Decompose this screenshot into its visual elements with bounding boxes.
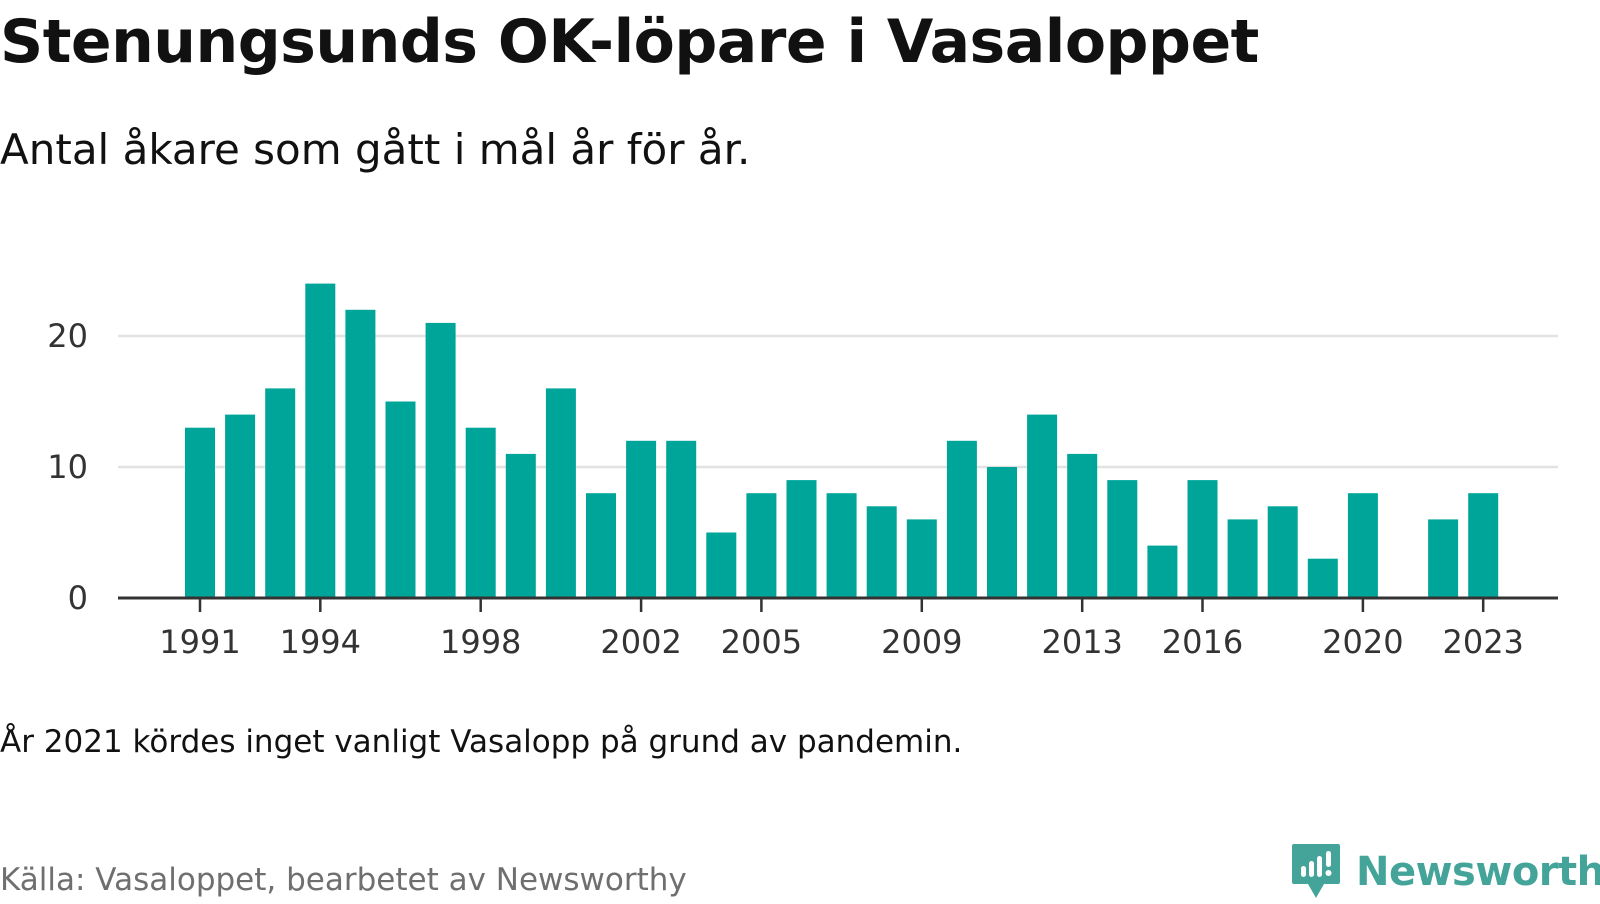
chart-subtitle: Antal åkare som gått i mål år för år.	[0, 125, 751, 174]
bar-2015	[1147, 545, 1178, 598]
x-tick-label-2023: 2023	[1442, 623, 1523, 661]
bar-2007	[826, 493, 857, 598]
x-tick-label-1994: 1994	[280, 623, 361, 661]
bar-2011	[987, 467, 1017, 598]
bar-1997	[425, 322, 456, 598]
x-tick-label-2013: 2013	[1041, 623, 1122, 661]
bar-2023	[1468, 493, 1499, 598]
bar-2022	[1428, 519, 1459, 598]
x-tick-label-2020: 2020	[1322, 623, 1403, 661]
bar-1993	[265, 388, 296, 598]
bar-2010	[946, 440, 977, 598]
bar-2008	[866, 506, 897, 598]
bar-2017	[1227, 519, 1258, 598]
bar-2018	[1267, 506, 1298, 598]
bars	[185, 283, 1499, 598]
bar-2001	[586, 493, 616, 598]
y-tick-label-10: 10	[47, 448, 88, 486]
bar-1994	[305, 283, 336, 598]
x-tick-label-2016: 2016	[1162, 623, 1243, 661]
bar-chart: 0 10 20 1991 1994 1998 2002 2005 2009 2013 2016 202…	[47, 283, 1558, 661]
bar-2012	[1027, 414, 1058, 598]
bar-2000	[545, 388, 576, 598]
y-tick-label-20: 20	[47, 317, 88, 355]
y-tick-label-0: 0	[68, 579, 88, 617]
bar-2003	[666, 440, 697, 598]
brand-name: Newsworthy	[1356, 849, 1600, 895]
bar-1998	[465, 427, 496, 598]
bar-2013	[1067, 453, 1098, 598]
bar-2020	[1347, 493, 1378, 598]
bar-1995	[345, 309, 376, 598]
chart-note: År 2021 kördes inget vanligt Vasalopp på…	[0, 724, 963, 760]
bar-2009	[906, 519, 937, 598]
bar-1996	[385, 401, 416, 598]
bar-2014	[1107, 480, 1138, 598]
x-tick-label-2005: 2005	[721, 623, 802, 661]
bar-2002	[626, 440, 657, 598]
x-tick-label-2002: 2002	[600, 623, 681, 661]
x-tick-label-1991: 1991	[159, 623, 240, 661]
bar-2006	[786, 480, 817, 598]
bar-2019	[1307, 558, 1338, 598]
axes: 0 10 20 1991 1994 1998 2002 2005 2009 2013 2016 202…	[47, 317, 1558, 661]
newsworthy-logo: Newsworthy	[1290, 840, 1600, 904]
newsworthy-logo-icon	[1292, 844, 1340, 898]
bar-1991	[185, 427, 215, 598]
bar-1992	[225, 414, 256, 598]
bar-1999	[505, 453, 536, 598]
bar-2016	[1187, 480, 1218, 598]
bar-2005	[746, 493, 777, 598]
x-tick-label-1998: 1998	[440, 623, 521, 661]
source-credit: Källa: Vasaloppet, bearbetet av Newswort…	[0, 862, 687, 898]
chart-title: Stenungsunds OK-löpare i Vasaloppet	[0, 7, 1259, 77]
bar-2004	[706, 532, 737, 598]
x-tick-label-2009: 2009	[881, 623, 962, 661]
